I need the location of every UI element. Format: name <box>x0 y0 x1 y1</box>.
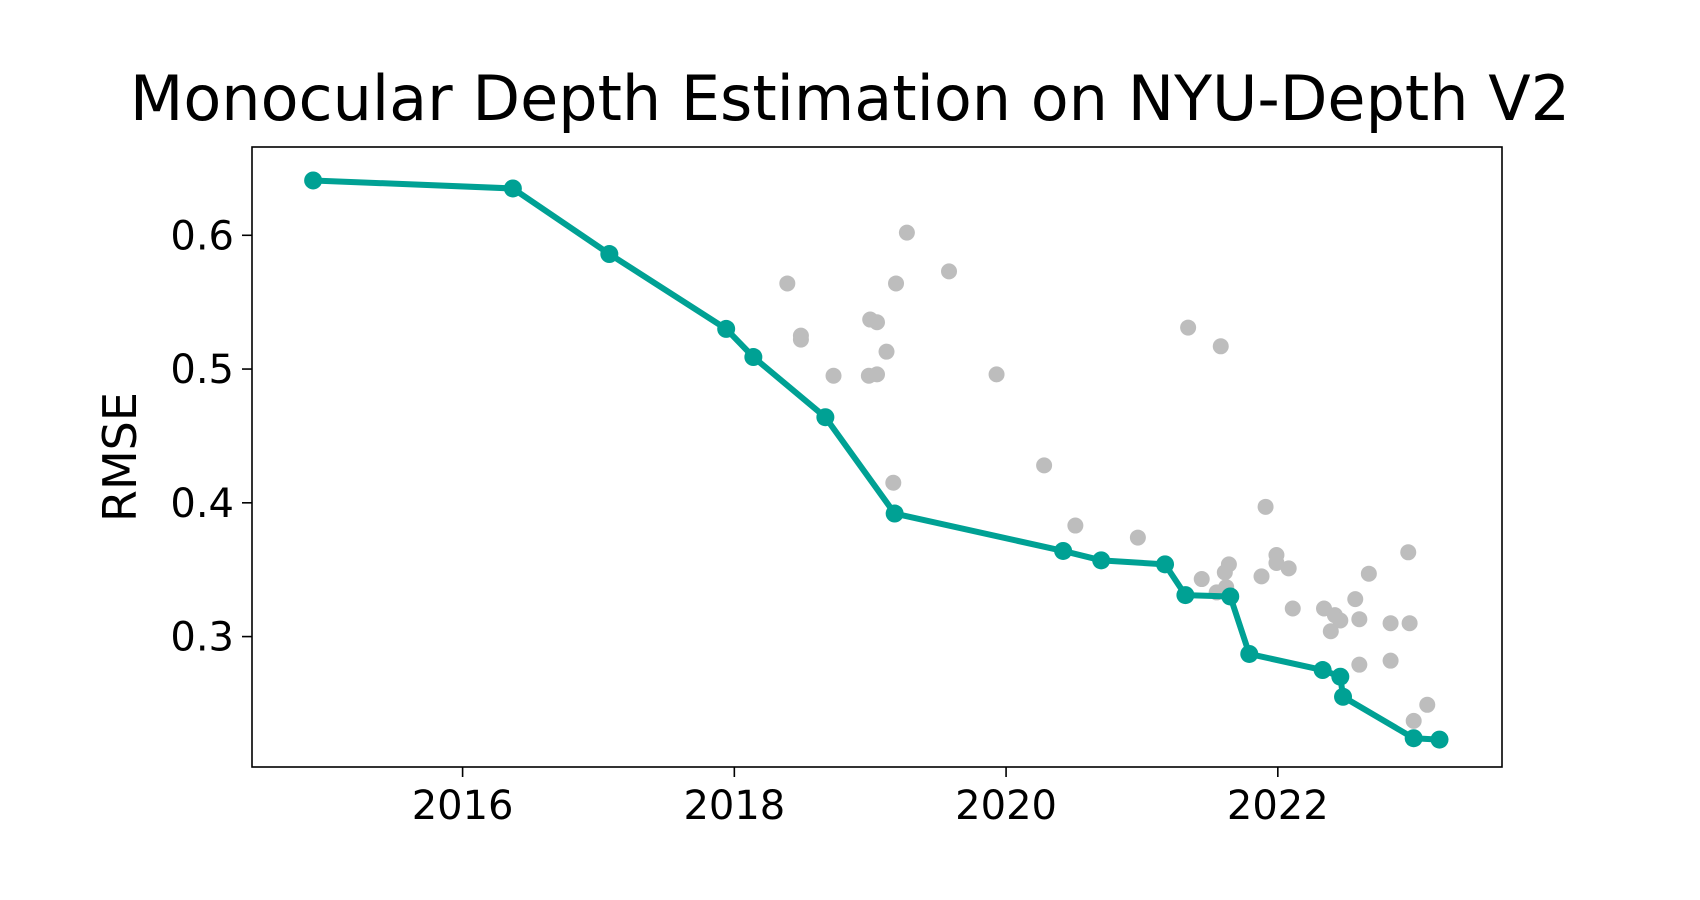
other-model-point <box>1193 571 1210 588</box>
sota-point <box>1240 644 1259 663</box>
sota-point <box>1404 729 1423 748</box>
other-model-point <box>1220 556 1237 573</box>
other-model-point <box>869 314 885 331</box>
x-tick-label: 2022 <box>1227 783 1329 829</box>
other-model-point <box>1212 338 1229 355</box>
other-model-point <box>1382 652 1399 669</box>
other-model-point <box>1257 498 1274 515</box>
sota-point <box>503 179 522 198</box>
other-model-point <box>1332 612 1349 629</box>
y-tick-label: 0.3 <box>170 615 234 661</box>
other-model-point <box>1280 560 1297 577</box>
sota-point <box>885 504 904 523</box>
sota-point <box>600 245 619 264</box>
x-axis: 2016 2018 2020 2022 <box>412 767 1329 829</box>
other-model-point <box>1322 623 1339 640</box>
other-model-point <box>898 224 915 241</box>
sota-point <box>717 319 736 338</box>
other-model-point <box>941 263 958 280</box>
sota-point <box>1331 667 1350 686</box>
other-model-point <box>885 474 902 491</box>
other-model-point <box>1419 696 1436 713</box>
other-model-point <box>825 367 842 384</box>
other-model-point <box>1400 544 1417 561</box>
sota-series <box>304 171 1449 749</box>
sota-point <box>1221 587 1240 606</box>
other-model-point <box>1180 319 1197 336</box>
other-model-point <box>1129 529 1146 546</box>
sota-point <box>1430 730 1449 749</box>
sota-point <box>1156 555 1175 574</box>
other-model-point <box>1351 656 1368 673</box>
y-tick-label: 0.5 <box>170 347 234 393</box>
x-tick-label: 2018 <box>683 783 785 829</box>
y-tick-label: 0.6 <box>170 213 234 259</box>
sota-point <box>1313 661 1332 680</box>
other-models-series <box>779 224 1436 729</box>
other-model-point <box>1284 600 1301 617</box>
sota-point <box>1092 551 1111 570</box>
sota-point <box>816 408 835 427</box>
other-model-point <box>988 366 1005 383</box>
other-model-point <box>792 331 809 348</box>
other-model-point <box>888 275 905 292</box>
other-model-point <box>1360 565 1377 582</box>
y-tick-label: 0.4 <box>170 481 234 527</box>
sota-point <box>1176 586 1195 605</box>
other-model-point <box>779 275 796 292</box>
sota-point <box>1334 687 1353 706</box>
other-model-point <box>1253 568 1270 585</box>
plot-frame <box>251 146 1503 768</box>
other-model-point <box>1401 615 1418 632</box>
sota-point <box>304 171 323 190</box>
other-model-point <box>1347 591 1364 608</box>
sota-line <box>310 177 1443 743</box>
other-model-point <box>1405 712 1422 729</box>
other-model-point <box>1268 555 1285 572</box>
chart-title: Monocular Depth Estimation on NYU-Depth … <box>129 62 1571 135</box>
x-tick-label: 2020 <box>955 783 1057 829</box>
y-axis-label: RMSE <box>93 392 147 522</box>
other-model-point <box>1036 457 1053 474</box>
y-axis: 0.3 0.4 0.5 0.6 <box>170 213 252 661</box>
x-tick-label: 2016 <box>412 783 514 829</box>
other-model-point <box>1382 615 1399 632</box>
other-model-point <box>1351 611 1368 628</box>
sota-point <box>744 348 763 367</box>
sota-point <box>1054 541 1073 560</box>
other-model-point <box>1067 517 1084 534</box>
other-model-point <box>878 343 895 360</box>
other-model-point <box>869 366 885 383</box>
